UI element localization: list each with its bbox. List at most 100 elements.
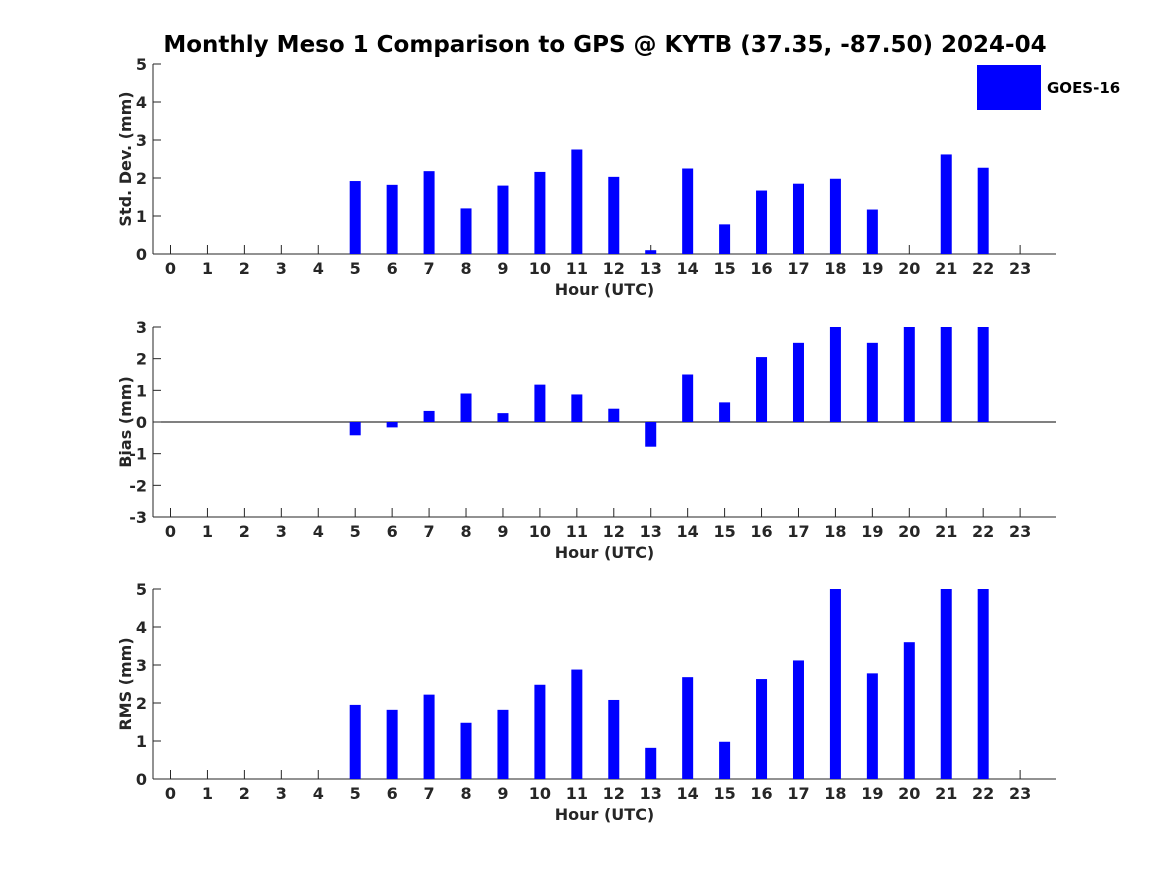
bar-bias-20 <box>903 327 915 422</box>
bar-rms-13 <box>645 747 657 779</box>
x-tick-label: 9 <box>497 522 508 541</box>
bar-rms-16 <box>756 679 768 779</box>
x-tick-label: 10 <box>529 522 551 541</box>
y-axis-label: RMS (mm) <box>116 637 135 730</box>
x-tick-label: 11 <box>566 784 588 803</box>
bar-rms-10 <box>534 684 546 779</box>
bar-std-dev-10 <box>534 171 546 254</box>
x-tick-label: 23 <box>1009 522 1031 541</box>
x-tick-label: 12 <box>603 522 625 541</box>
x-tick-label: 17 <box>787 522 809 541</box>
bar-std-dev-21 <box>940 154 952 254</box>
x-tick-label: 22 <box>972 259 994 278</box>
bar-std-dev-17 <box>792 183 804 254</box>
x-tick-label: 5 <box>350 784 361 803</box>
bar-bias-5 <box>349 422 361 436</box>
x-tick-label: 0 <box>165 259 176 278</box>
bar-bias-14 <box>682 374 694 422</box>
x-tick-label: 13 <box>640 784 662 803</box>
bar-rms-7 <box>423 694 435 779</box>
x-tick-label: 3 <box>276 259 287 278</box>
x-tick-label: 19 <box>861 522 883 541</box>
x-tick-label: 22 <box>972 784 994 803</box>
x-axis-label: Hour (UTC) <box>555 805 655 824</box>
bar-rms-22 <box>977 589 989 779</box>
bar-std-dev-16 <box>756 190 768 254</box>
bar-rms-9 <box>497 709 509 779</box>
x-tick-label: 8 <box>460 259 471 278</box>
bar-bias-19 <box>866 342 878 422</box>
y-tick-label: 1 <box>136 207 147 226</box>
y-tick-label: 2 <box>136 169 147 188</box>
x-tick-label: 7 <box>424 784 435 803</box>
y-tick-label: -2 <box>129 476 147 495</box>
y-tick-label: 3 <box>136 656 147 675</box>
bar-bias-22 <box>977 327 989 422</box>
bar-std-dev-22 <box>977 167 989 254</box>
bar-std-dev-12 <box>608 176 620 254</box>
bar-bias-11 <box>571 394 583 422</box>
x-tick-label: 0 <box>165 784 176 803</box>
x-tick-label: 18 <box>824 259 846 278</box>
x-tick-label: 2 <box>239 259 250 278</box>
x-tick-label: 16 <box>750 259 772 278</box>
y-tick-label: 2 <box>136 350 147 369</box>
bar-rms-17 <box>792 660 804 779</box>
y-tick-label: 4 <box>136 618 147 637</box>
x-tick-label: 13 <box>640 259 662 278</box>
bar-rms-14 <box>682 677 694 779</box>
bar-std-dev-6 <box>386 184 398 254</box>
y-tick-label: 0 <box>136 245 147 264</box>
x-tick-label: 7 <box>424 522 435 541</box>
bar-rms-18 <box>829 589 841 779</box>
x-tick-label: 8 <box>460 522 471 541</box>
y-axis-label: Std. Dev. (mm) <box>116 91 135 226</box>
x-tick-label: 9 <box>497 784 508 803</box>
bar-rms-15 <box>719 741 731 779</box>
y-tick-label: 1 <box>136 381 147 400</box>
bar-bias-21 <box>940 327 952 422</box>
bar-bias-8 <box>460 393 472 422</box>
x-tick-label: 1 <box>202 522 213 541</box>
x-tick-label: 20 <box>898 522 920 541</box>
x-tick-label: 8 <box>460 784 471 803</box>
bar-std-dev-14 <box>682 168 694 254</box>
x-tick-label: 16 <box>750 784 772 803</box>
y-tick-label: 5 <box>136 55 147 74</box>
x-tick-label: 15 <box>713 784 735 803</box>
bar-std-dev-11 <box>571 149 583 254</box>
x-tick-label: 23 <box>1009 784 1031 803</box>
x-tick-label: 22 <box>972 522 994 541</box>
x-tick-label: 15 <box>713 522 735 541</box>
x-tick-label: 11 <box>566 259 588 278</box>
x-tick-label: 21 <box>935 259 957 278</box>
x-tick-label: 23 <box>1009 259 1031 278</box>
x-tick-label: 20 <box>898 259 920 278</box>
bar-rms-5 <box>349 704 361 779</box>
x-tick-label: 20 <box>898 784 920 803</box>
x-tick-label: 10 <box>529 784 551 803</box>
bar-std-dev-19 <box>866 209 878 254</box>
bar-rms-21 <box>940 589 952 779</box>
x-tick-label: 14 <box>677 259 699 278</box>
y-axis-label: Bias (mm) <box>116 376 135 468</box>
bar-bias-16 <box>756 357 768 422</box>
x-tick-label: 14 <box>677 522 699 541</box>
bar-std-dev-18 <box>829 178 841 254</box>
bar-bias-9 <box>497 413 509 422</box>
x-tick-label: 12 <box>603 784 625 803</box>
x-tick-label: 17 <box>787 784 809 803</box>
x-tick-label: 16 <box>750 522 772 541</box>
x-tick-label: 10 <box>529 259 551 278</box>
bar-bias-12 <box>608 408 620 422</box>
x-tick-label: 4 <box>313 784 324 803</box>
x-axis-label: Hour (UTC) <box>555 543 655 562</box>
bar-std-dev-9 <box>497 185 509 254</box>
x-tick-label: 21 <box>935 784 957 803</box>
y-tick-label: 2 <box>136 694 147 713</box>
x-tick-label: 1 <box>202 784 213 803</box>
x-axis-label: Hour (UTC) <box>555 280 655 299</box>
